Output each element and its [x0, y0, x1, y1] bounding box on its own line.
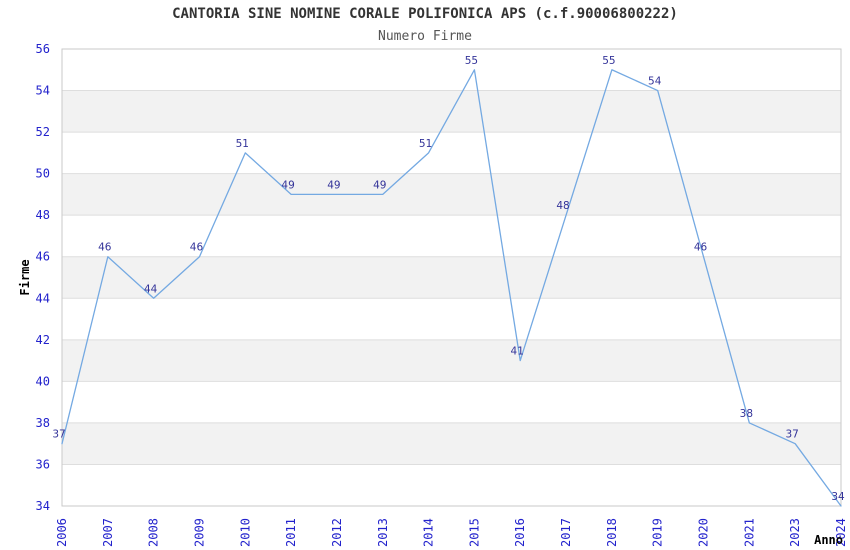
x-axis-title: Anno	[814, 533, 843, 547]
y-tick-label: 36	[36, 457, 50, 471]
data-point-label: 44	[144, 283, 158, 295]
x-tick-label: 2012	[330, 518, 344, 547]
x-tick-label: 2007	[101, 518, 115, 547]
data-point-label: 49	[281, 179, 294, 191]
x-tick-label: 2021	[742, 518, 756, 547]
y-tick-label: 48	[36, 208, 50, 222]
data-point-label: 46	[694, 242, 708, 254]
data-point-label: 54	[648, 76, 662, 88]
y-tick-label: 50	[36, 167, 50, 181]
y-tick-label: 54	[36, 84, 50, 98]
data-point-label: 37	[785, 429, 798, 441]
x-tick-label: 2024	[834, 518, 848, 547]
data-series-line	[61, 69, 842, 507]
plot-band	[62, 256, 841, 299]
x-tick-label: 2010	[238, 518, 252, 547]
y-tick-label: 46	[36, 250, 50, 264]
chart-subtitle: Numero Firme	[378, 29, 472, 44]
plot-band	[62, 173, 841, 216]
x-tick-label: 2020	[697, 518, 711, 547]
x-tick-label: 2009	[192, 518, 206, 547]
data-point-label: 55	[465, 55, 478, 67]
data-point-label: 51	[236, 138, 249, 150]
x-tick-label: 2023	[788, 518, 802, 547]
y-tick-label: 56	[36, 42, 50, 56]
data-point-label: 38	[740, 408, 753, 420]
data-point-label: 51	[419, 138, 432, 150]
x-tick-label: 2019	[651, 518, 665, 547]
y-tick-label: 38	[36, 416, 50, 430]
data-point-label: 41	[511, 346, 524, 358]
y-tick-label: 34	[36, 499, 50, 513]
data-point-label: 49	[327, 179, 340, 191]
y-tick-label: 40	[36, 374, 50, 388]
x-tick-label: 2017	[559, 518, 573, 547]
y-tick-label: 42	[36, 333, 50, 347]
data-point-label: 37	[52, 429, 65, 441]
y-tick-label: 44	[36, 291, 50, 305]
data-point-label: 55	[602, 55, 615, 67]
data-point-label: 46	[98, 242, 112, 254]
plot-border	[61, 48, 842, 507]
plot-band	[62, 422, 841, 465]
x-tick-label: 2008	[147, 518, 161, 547]
x-tick-label: 2016	[513, 518, 527, 547]
x-tick-label: 2018	[605, 518, 619, 547]
plot-band	[62, 339, 841, 382]
x-tick-label: 2006	[55, 518, 69, 547]
x-tick-label: 2015	[467, 518, 481, 547]
x-tick-label: 2011	[284, 518, 298, 547]
data-point-label: 46	[190, 242, 204, 254]
y-axis-title: Firme	[18, 259, 32, 295]
data-point-label: 49	[373, 179, 386, 191]
chart-title: CANTORIA SINE NOMINE CORALE POLIFONICA A…	[172, 6, 678, 22]
x-tick-label: 2013	[376, 518, 390, 547]
data-point-label: 34	[831, 491, 845, 503]
x-tick-label: 2014	[422, 518, 436, 547]
y-tick-label: 52	[36, 125, 50, 139]
data-point-label: 48	[556, 200, 569, 212]
